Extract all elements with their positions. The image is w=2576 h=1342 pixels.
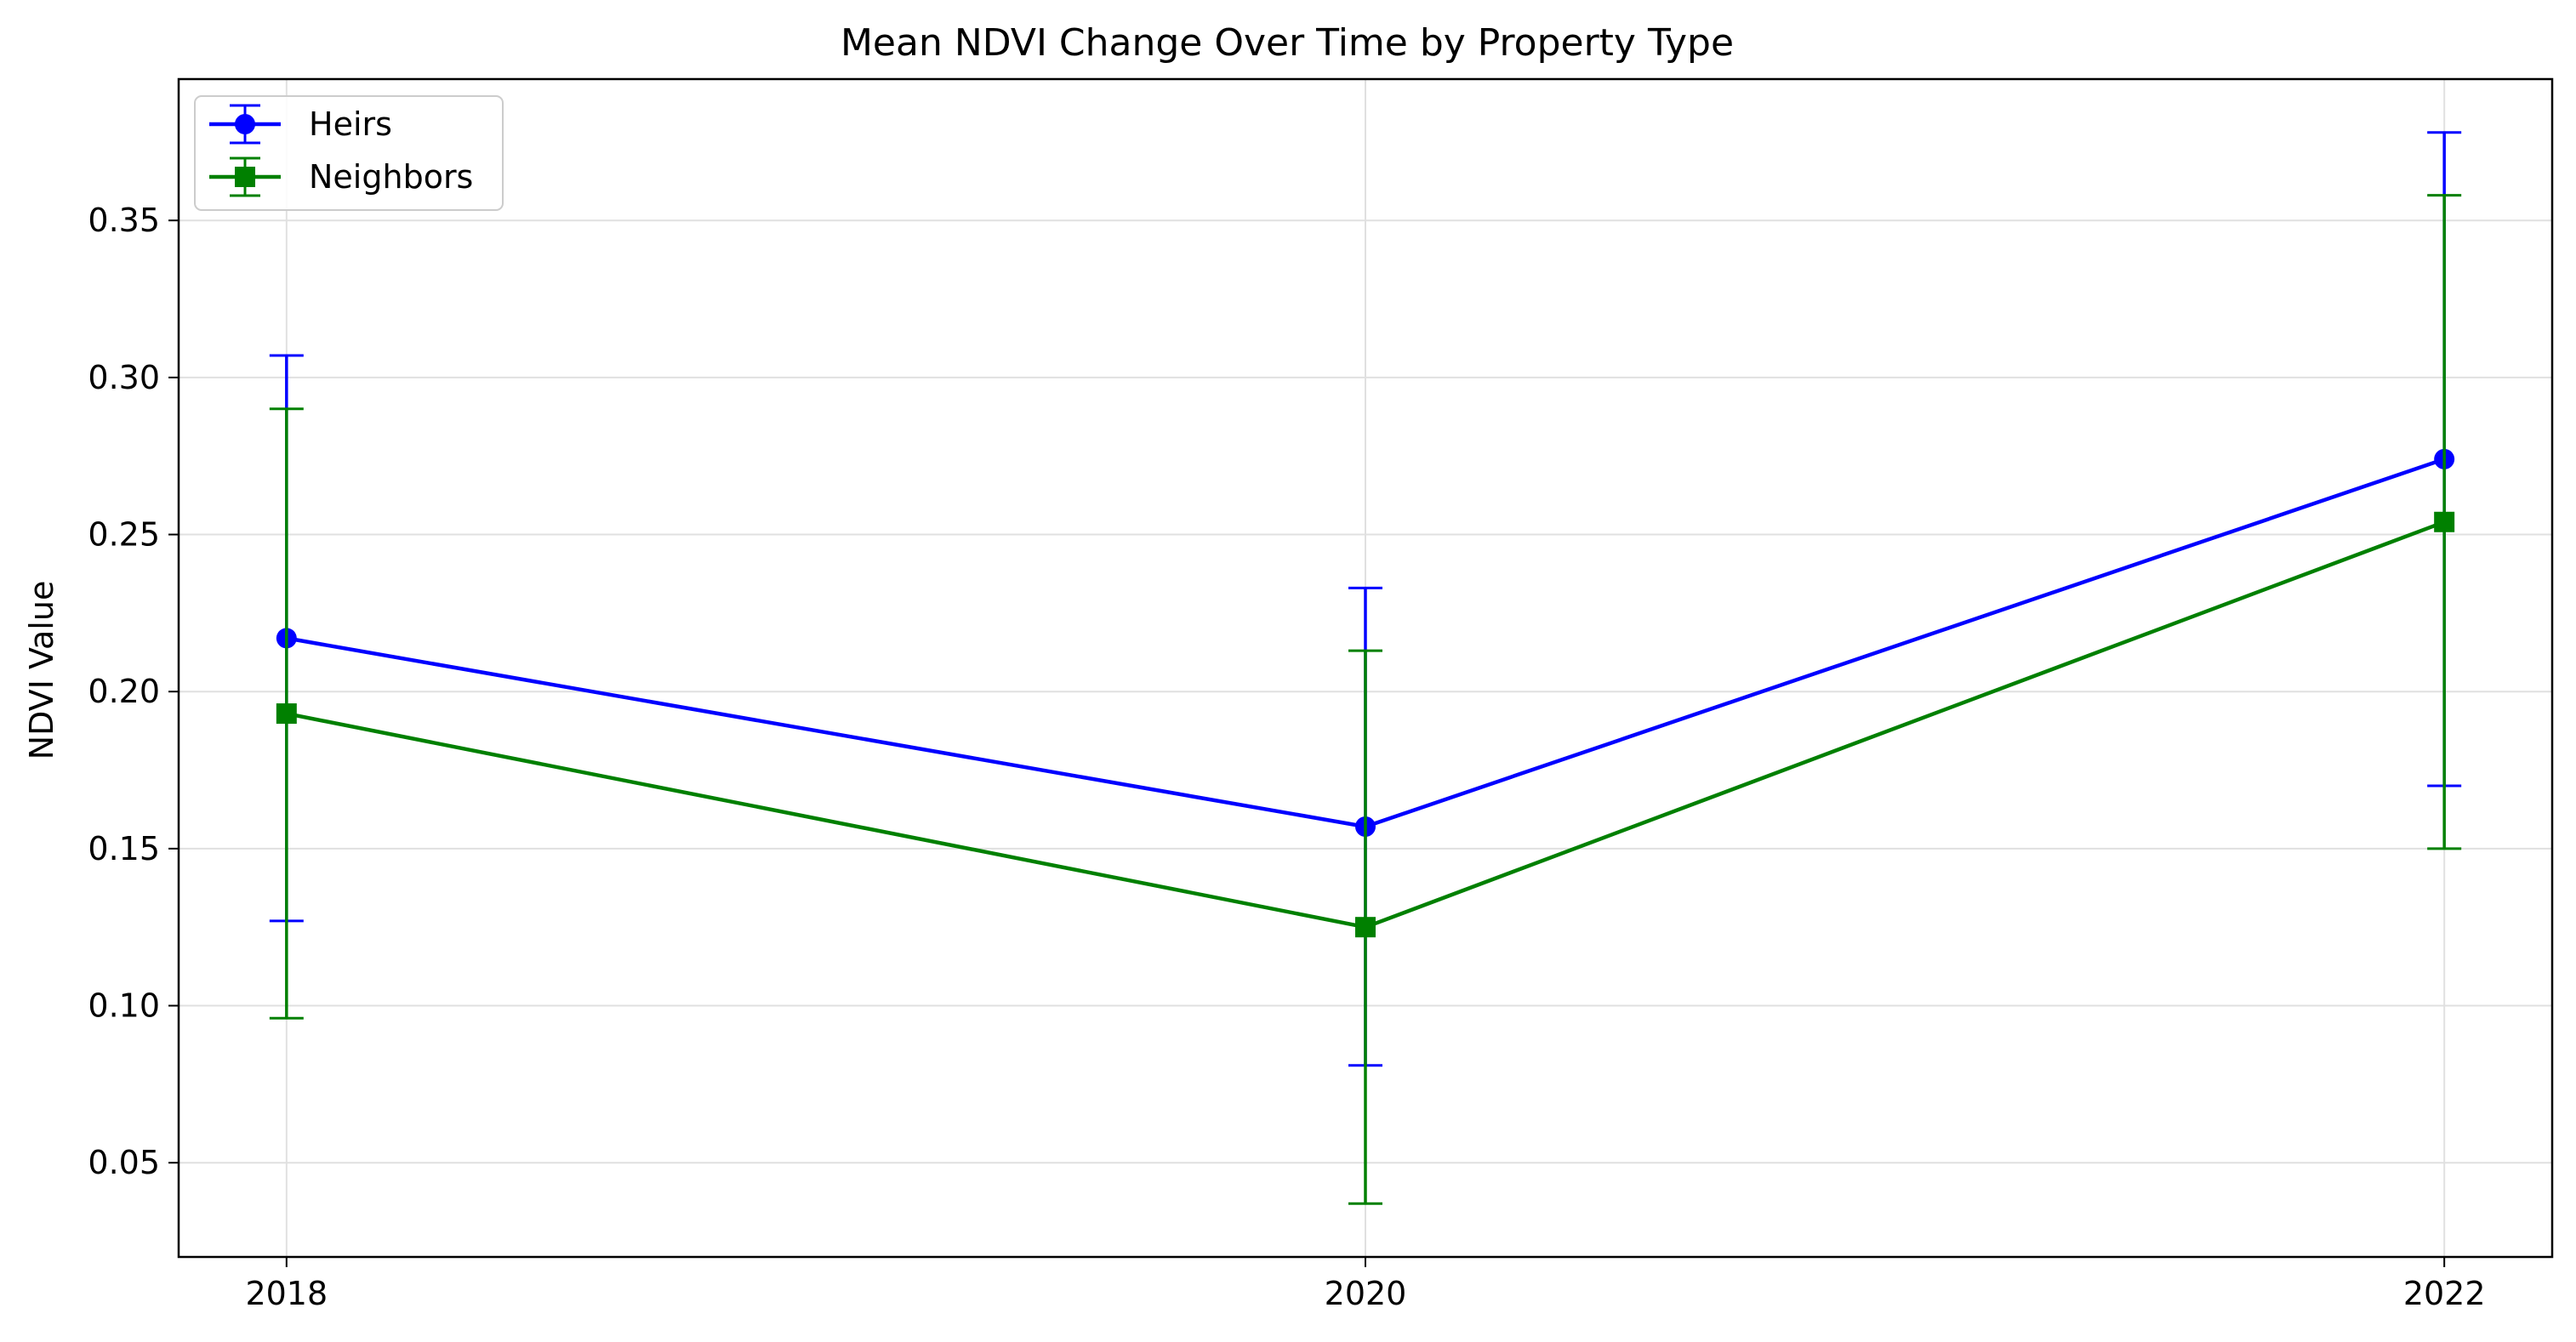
x-tick-label: 2022 (2403, 1275, 2486, 1312)
legend-label: Heirs (309, 105, 392, 143)
series-layer (269, 131, 2462, 1205)
y-tick-label: 0.35 (88, 202, 160, 239)
series-neighbors (269, 194, 2462, 1205)
y-axis-label: NDVI Value (23, 581, 60, 760)
y-tick-label: 0.15 (88, 830, 160, 867)
legend: Heirs Neighbors (194, 95, 504, 211)
axis-layer: 2018 2020 2022 0.05 0.10 0.15 0.20 0.25 0.30 0.35 (88, 202, 2485, 1312)
legend-label: Neighbors (309, 158, 473, 196)
data-point (1355, 917, 1376, 938)
chart-title: Mean NDVI Change Over Time by Property T… (841, 21, 1734, 65)
y-tick-label: 0.05 (88, 1144, 160, 1181)
y-tick-label: 0.30 (88, 359, 160, 396)
y-tick-label: 0.10 (88, 987, 160, 1025)
legend-item-neighbors: Neighbors (209, 156, 473, 197)
data-point (276, 703, 297, 725)
legend-marker (235, 114, 255, 134)
y-tick-label: 0.20 (88, 673, 160, 710)
x-tick-label: 2018 (245, 1275, 328, 1312)
x-tick-label: 2020 (1325, 1275, 1407, 1312)
legend-item-heirs: Heirs (209, 104, 392, 145)
legend-marker (235, 167, 255, 187)
y-tick-label: 0.25 (88, 516, 160, 554)
data-point (2434, 511, 2455, 532)
